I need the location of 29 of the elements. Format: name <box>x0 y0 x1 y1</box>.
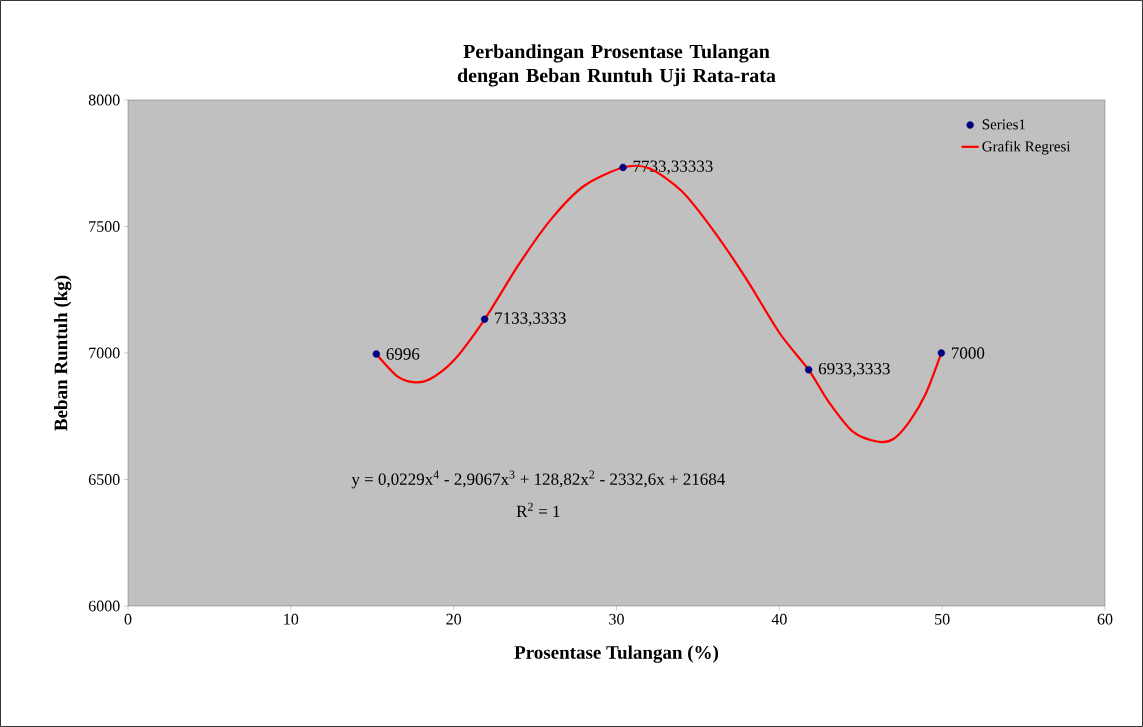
point <box>804 366 813 374</box>
annotation: R$^{2}$ = 1 <box>516 502 560 517</box>
y-axis-title: Beban Runtuh (kg) <box>53 275 72 431</box>
point <box>619 163 627 172</box>
annotation: y = 0,0229x$^{4}$ - 2,9067x$^{3}$ + 128,82x$^{2}$ - 2332,6x + 21684 <box>351 470 726 489</box>
y-tick-label: 6500 <box>88 474 120 485</box>
point <box>372 350 381 358</box>
y-tick-label: 7500 <box>89 221 120 232</box>
x-tick-label: 50 <box>935 613 950 625</box>
point <box>480 315 489 323</box>
y-tick-label: 8000 <box>88 94 120 106</box>
x-tick-label: 30 <box>609 613 624 625</box>
x-axis-title: Prosentase Tulangan (%) <box>514 645 719 663</box>
y-tick-label: 6000 <box>88 600 120 612</box>
y-tick-label: 7000 <box>89 347 120 359</box>
data-label: 7733,33333 <box>633 160 713 175</box>
data-label: 7000 <box>952 347 985 359</box>
data-label: 6933,3333 <box>818 362 890 377</box>
chart-title: Perbandingan Prosentase Tulangan dengan Beban Runtuh Uji Rata-rata <box>457 44 776 87</box>
x-tick-label: 20 <box>446 613 462 625</box>
x-tick-label: 10 <box>284 613 299 625</box>
legend-label: Grafik Regresi <box>982 140 1071 155</box>
data-label: 6996 <box>386 348 420 360</box>
x-tick-label: 40 <box>771 613 787 625</box>
data-label: 7133,3333 <box>495 312 566 327</box>
x-tick-label: 0 <box>124 613 132 625</box>
legend-label: Series1 <box>982 119 1026 130</box>
point <box>937 349 946 357</box>
x-tick-label: 60 <box>1097 613 1113 625</box>
